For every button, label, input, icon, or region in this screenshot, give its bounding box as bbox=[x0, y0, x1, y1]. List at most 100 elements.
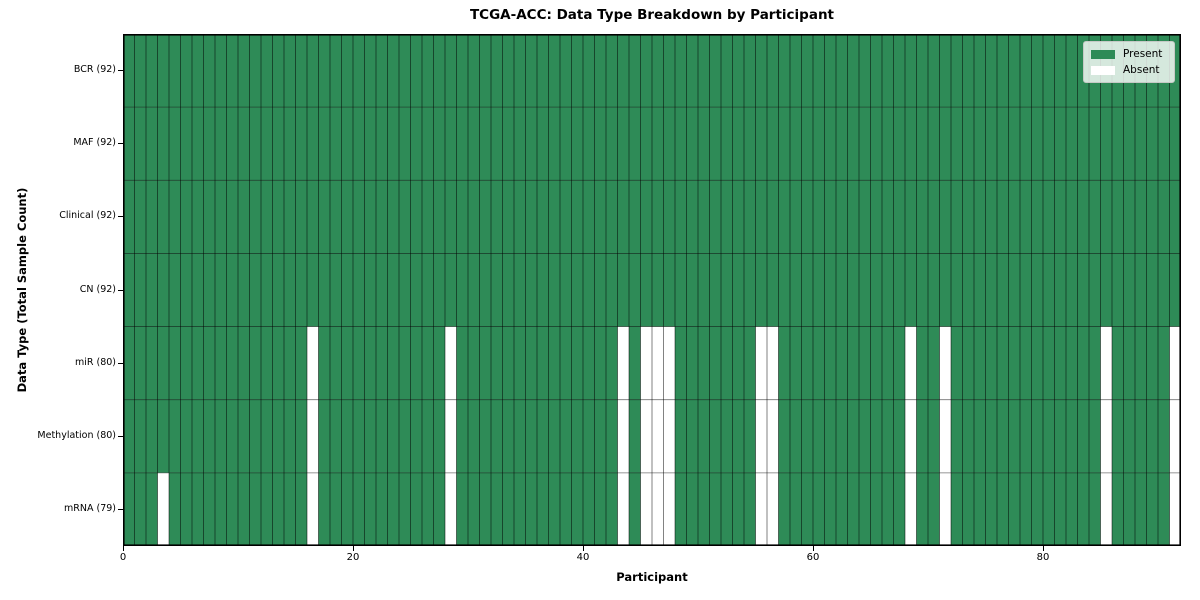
heatmap-cell bbox=[1089, 472, 1101, 546]
heatmap-cell bbox=[985, 326, 997, 400]
heatmap-cell bbox=[606, 107, 618, 181]
heatmap-cell bbox=[859, 399, 871, 473]
heatmap-cell bbox=[180, 180, 192, 254]
heatmap-cell bbox=[997, 253, 1009, 327]
heatmap-cell bbox=[1066, 399, 1078, 473]
heatmap-cell bbox=[284, 253, 296, 327]
heatmap-cell bbox=[295, 180, 307, 254]
heatmap-cell bbox=[180, 34, 192, 108]
heatmap-cell bbox=[307, 107, 319, 181]
heatmap-cell bbox=[261, 107, 273, 181]
heatmap-cell bbox=[951, 399, 963, 473]
heatmap-cell bbox=[859, 34, 871, 108]
heatmap-cell bbox=[445, 34, 457, 108]
heatmap-cell bbox=[1123, 326, 1135, 400]
heatmap-cell bbox=[364, 107, 376, 181]
heatmap-cell bbox=[1089, 253, 1101, 327]
heatmap-cell bbox=[410, 326, 422, 400]
heatmap-cell bbox=[502, 399, 514, 473]
plot-border bbox=[123, 34, 1181, 546]
heatmap-cell bbox=[928, 399, 940, 473]
heatmap-cell bbox=[364, 253, 376, 327]
heatmap-cell bbox=[801, 107, 813, 181]
heatmap-cell bbox=[629, 253, 641, 327]
y-tick-mark bbox=[118, 362, 123, 364]
heatmap-cell bbox=[905, 399, 917, 473]
heatmap-cell bbox=[882, 253, 894, 327]
heatmap-cell bbox=[169, 326, 181, 400]
heatmap-cell bbox=[422, 472, 434, 546]
heatmap-cell bbox=[652, 326, 664, 400]
heatmap-cell bbox=[433, 34, 445, 108]
heatmap-cell bbox=[686, 472, 698, 546]
y-tick-label: miR (80) bbox=[74, 356, 116, 368]
heatmap-cell bbox=[928, 34, 940, 108]
heatmap-cell bbox=[330, 253, 342, 327]
heatmap-cell bbox=[203, 472, 215, 546]
heatmap-cell bbox=[180, 399, 192, 473]
heatmap-cell bbox=[330, 34, 342, 108]
heatmap-cell bbox=[1100, 472, 1112, 546]
heatmap-cell bbox=[157, 34, 169, 108]
heatmap-cell bbox=[249, 472, 261, 546]
heatmap-cell bbox=[341, 180, 353, 254]
heatmap-cell bbox=[813, 472, 825, 546]
heatmap-cell bbox=[1054, 472, 1066, 546]
heatmap-cell bbox=[985, 34, 997, 108]
heatmap-cell bbox=[249, 253, 261, 327]
heatmap-cell bbox=[962, 107, 974, 181]
heatmap-cell bbox=[1008, 107, 1020, 181]
heatmap-cell bbox=[870, 399, 882, 473]
heatmap-cell bbox=[939, 34, 951, 108]
heatmap-cell bbox=[146, 107, 158, 181]
heatmap-cell bbox=[709, 180, 721, 254]
legend-entry-absent: Absent bbox=[1091, 64, 1167, 76]
heatmap-cell bbox=[560, 399, 572, 473]
heatmap-cell bbox=[1100, 107, 1112, 181]
heatmap-cell bbox=[928, 180, 940, 254]
heatmap-cell bbox=[295, 34, 307, 108]
heatmap-cell bbox=[939, 253, 951, 327]
heatmap-cell bbox=[215, 399, 227, 473]
heatmap-cell bbox=[1077, 180, 1089, 254]
heatmap-cell bbox=[1146, 107, 1158, 181]
heatmap-cell bbox=[387, 34, 399, 108]
heatmap-cell bbox=[341, 399, 353, 473]
heatmap-cell bbox=[249, 107, 261, 181]
heatmap-cell bbox=[238, 399, 250, 473]
heatmap-cell bbox=[226, 472, 238, 546]
heatmap-cell bbox=[893, 326, 905, 400]
heatmap-cell bbox=[801, 472, 813, 546]
heatmap-cell bbox=[1077, 107, 1089, 181]
heatmap-cell bbox=[571, 107, 583, 181]
heatmap-cell bbox=[537, 34, 549, 108]
heatmap-cell bbox=[261, 34, 273, 108]
heatmap-cell bbox=[824, 34, 836, 108]
y-tick-label: Clinical (92) bbox=[59, 210, 116, 222]
heatmap-cell bbox=[721, 180, 733, 254]
heatmap-cell bbox=[1112, 253, 1124, 327]
heatmap-cell bbox=[1158, 399, 1170, 473]
y-tick-mark bbox=[118, 289, 123, 291]
heatmap-cell bbox=[951, 253, 963, 327]
heatmap-cell bbox=[433, 472, 445, 546]
heatmap-cell bbox=[134, 326, 146, 400]
heatmap-cell bbox=[974, 34, 986, 108]
heatmap-cell bbox=[353, 180, 365, 254]
heatmap-cell bbox=[502, 326, 514, 400]
heatmap-cell bbox=[801, 253, 813, 327]
heatmap-cell bbox=[859, 253, 871, 327]
heatmap-cell bbox=[1020, 34, 1032, 108]
heatmap-cell bbox=[1054, 399, 1066, 473]
heatmap-cell bbox=[261, 180, 273, 254]
heatmap-cell bbox=[640, 107, 652, 181]
heatmap-cell bbox=[974, 472, 986, 546]
heatmap-cell bbox=[387, 399, 399, 473]
heatmap-cell bbox=[307, 180, 319, 254]
heatmap-cell bbox=[1077, 326, 1089, 400]
heatmap-cell bbox=[617, 326, 629, 400]
heatmap-cell bbox=[709, 253, 721, 327]
heatmap-cell bbox=[341, 253, 353, 327]
heatmap-cell bbox=[468, 107, 480, 181]
heatmap-cell bbox=[353, 326, 365, 400]
